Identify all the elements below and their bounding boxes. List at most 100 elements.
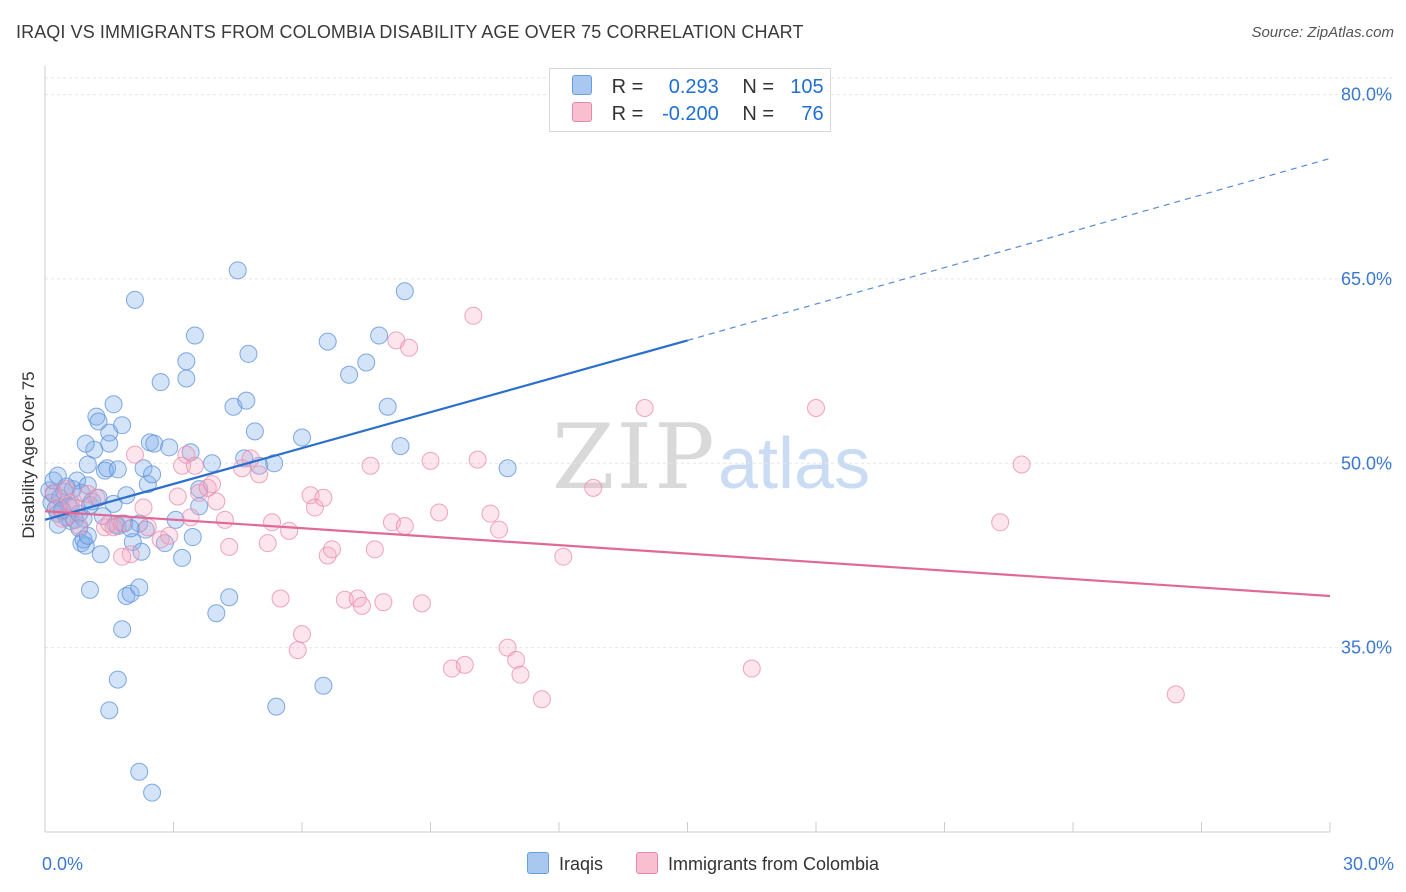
data-point-iraqis: [104, 395, 123, 414]
data-point-iraqis: [173, 548, 192, 567]
y-tick-label: 80.0%: [1341, 85, 1392, 105]
data-point-colombia: [293, 625, 311, 644]
data-point-iraqis: [143, 783, 162, 802]
data-point-colombia: [511, 665, 530, 684]
data-point-iraqis: [130, 762, 149, 781]
data-point-colombia: [532, 690, 551, 709]
data-point-colombia: [335, 590, 354, 609]
data-point-colombia: [215, 510, 234, 529]
data-point-iraqis: [108, 670, 127, 689]
data-point-colombia: [134, 498, 153, 517]
data-point-colombia: [635, 398, 654, 417]
data-point-iraqis: [183, 528, 202, 547]
x-tick-label: 0.0%: [42, 854, 83, 874]
data-point-colombia: [181, 508, 200, 527]
data-point-iraqis: [228, 261, 247, 280]
legend-swatch-colombia: [635, 852, 658, 874]
data-point-iraqis: [207, 604, 226, 623]
data-point-iraqis: [340, 365, 359, 384]
data-point-iraqis: [130, 578, 149, 597]
legend-swatch-iraqis: [572, 75, 592, 95]
data-point-colombia: [220, 537, 239, 556]
watermark-zip: ZIP: [552, 405, 717, 510]
y-axis-label: Disability Age Over 75: [19, 371, 38, 538]
trend-line-iraqis-extension: [687, 157, 1331, 341]
data-point-colombia: [365, 540, 384, 559]
data-point-iraqis: [239, 344, 258, 363]
correlation-legend: R = 0.293 N = 105 R = -0.200 N = 76: [549, 68, 831, 132]
n-label: N =: [742, 103, 775, 125]
data-point-colombia: [507, 650, 526, 669]
y-tick-label: 50.0%: [1341, 453, 1392, 473]
data-point-colombia: [498, 638, 517, 657]
data-point-colombia: [271, 589, 290, 608]
data-point-colombia: [190, 483, 209, 502]
data-point-iraqis: [498, 459, 517, 478]
data-point-iraqis: [237, 391, 256, 410]
data-point-iraqis: [318, 332, 337, 351]
data-point-iraqis: [113, 620, 132, 639]
data-point-iraqis: [378, 397, 397, 416]
data-point-iraqis: [145, 434, 164, 453]
r-value: -0.200: [662, 103, 719, 125]
data-point-colombia: [554, 547, 573, 566]
data-point-iraqis: [91, 545, 110, 564]
data-point-colombia: [374, 593, 393, 612]
data-point-colombia: [113, 547, 132, 566]
n-label: N =: [742, 76, 775, 98]
data-point-colombia: [807, 398, 825, 417]
legend-label-iraqis: Iraqis: [558, 854, 603, 874]
legend-swatch-colombia: [572, 102, 592, 122]
data-point-colombia: [138, 518, 157, 537]
r-label: R =: [611, 103, 644, 125]
data-point-iraqis: [357, 353, 376, 372]
data-point-iraqis: [132, 542, 151, 561]
n-value: 105: [790, 76, 824, 98]
data-point-iraqis: [160, 438, 179, 457]
data-point-iraqis: [78, 455, 97, 474]
data-point-colombia: [430, 503, 449, 522]
data-point-iraqis: [293, 428, 311, 447]
y-tick-label: 35.0%: [1341, 638, 1392, 658]
r-value: 0.293: [668, 76, 719, 98]
data-point-colombia: [481, 504, 500, 523]
data-point-iraqis: [395, 282, 414, 301]
trend-line-colombia: [44, 510, 1331, 598]
data-point-colombia: [400, 338, 419, 357]
data-point-iraqis: [76, 434, 95, 453]
data-point-colombia: [258, 534, 277, 553]
data-point-colombia: [742, 659, 761, 678]
data-point-iraqis: [138, 475, 157, 494]
data-point-iraqis: [151, 373, 170, 392]
data-point-iraqis: [143, 465, 162, 484]
y-tick-label: 65.0%: [1341, 269, 1392, 289]
legend-label-colombia: Immigrants from Colombia: [667, 854, 880, 874]
data-point-colombia: [490, 520, 509, 539]
source-label: Source: ZipAtlas.com: [1251, 24, 1394, 41]
legend-swatch-iraqis: [526, 852, 549, 874]
watermark-atlas: atlas: [718, 424, 870, 504]
data-point-iraqis: [203, 454, 222, 473]
data-point-colombia: [455, 655, 474, 674]
data-point-colombia: [322, 540, 341, 559]
chart-title: IRAQI VS IMMIGRANTS FROM COLOMBIA DISABI…: [16, 22, 804, 42]
data-point-iraqis: [370, 326, 389, 345]
data-point-iraqis: [113, 416, 132, 435]
data-point-colombia: [151, 530, 170, 549]
data-point-colombia: [70, 516, 89, 535]
data-point-iraqis: [177, 352, 196, 371]
data-point-iraqis: [267, 697, 286, 716]
n-value: 76: [801, 103, 824, 125]
data-point-iraqis: [220, 588, 239, 607]
data-point-colombia: [113, 514, 132, 533]
data-point-colombia: [314, 488, 333, 507]
data-point-iraqis: [245, 422, 264, 441]
data-point-colombia: [160, 526, 179, 545]
data-point-iraqis: [95, 461, 114, 480]
trend-line-iraqis: [44, 339, 688, 521]
data-point-colombia: [185, 456, 204, 475]
data-point-colombia: [1166, 685, 1185, 704]
data-point-colombia: [584, 478, 603, 497]
legend-item-colombia: Immigrants from Colombia: [635, 852, 880, 875]
